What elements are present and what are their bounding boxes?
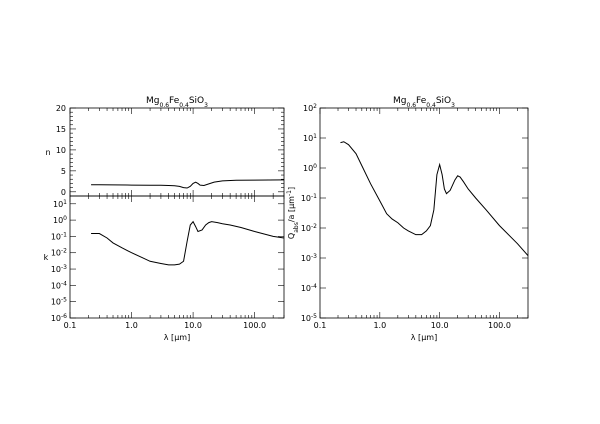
n-plot-frame [69, 107, 285, 197]
y-tick-label: 10-1 [301, 193, 317, 204]
y-tick-label: 10-5 [51, 296, 67, 307]
y-tick-label: 100 [53, 215, 67, 226]
y-tick-label: 10-4 [51, 280, 67, 291]
k-axis-label: k [44, 253, 49, 262]
k-plot-frame [69, 195, 285, 319]
x-tick-label: 1.0 [373, 321, 386, 330]
x-tick-label: 0.1 [64, 321, 77, 330]
y-tick-label: 101 [53, 198, 67, 209]
y-tick-label: 10-1 [51, 231, 67, 242]
right-x-axis-label: λ [μm] [411, 333, 437, 342]
n-series-line [91, 179, 285, 189]
k-series-line [91, 220, 285, 266]
y-tick-label: 10-3 [51, 264, 67, 275]
y-tick-label: 10-6 [51, 313, 67, 324]
left-x-axis-label: λ [μm] [164, 333, 190, 342]
y-tick-label: 10-4 [301, 283, 317, 294]
qabs-plot-frame [319, 107, 529, 319]
x-tick-label: 10.0 [184, 321, 202, 330]
x-tick-label: 0.1 [314, 321, 327, 330]
y-tick-label: 100 [303, 163, 317, 174]
qabs-series-line [340, 141, 529, 256]
x-tick-label: 1.0 [125, 321, 138, 330]
y-tick-label: 0 [61, 188, 66, 197]
right-chart-title: Mg0.6Fe0.4SiO3 [393, 96, 455, 109]
left-chart-title: Mg0.6Fe0.4SiO3 [146, 96, 208, 109]
n-axis-label: n [45, 148, 50, 157]
y-tick-label: 10-2 [301, 223, 317, 234]
y-tick-label: 102 [303, 103, 317, 114]
qabs-axis-label: Qabs/a [μm-1] [286, 187, 300, 239]
y-tick-label: 5 [61, 167, 66, 176]
y-tick-label: 15 [56, 125, 66, 134]
y-tick-label: 10-2 [51, 247, 67, 258]
y-tick-label: 10 [56, 146, 66, 155]
y-tick-label: 10-5 [301, 313, 317, 324]
y-tick-label: 101 [303, 133, 317, 144]
x-tick-label: 100.0 [243, 321, 266, 330]
x-tick-label: 100.0 [488, 321, 511, 330]
y-tick-label: 20 [56, 104, 66, 113]
y-tick-label: 10-3 [301, 253, 317, 264]
x-tick-label: 10.0 [431, 321, 449, 330]
